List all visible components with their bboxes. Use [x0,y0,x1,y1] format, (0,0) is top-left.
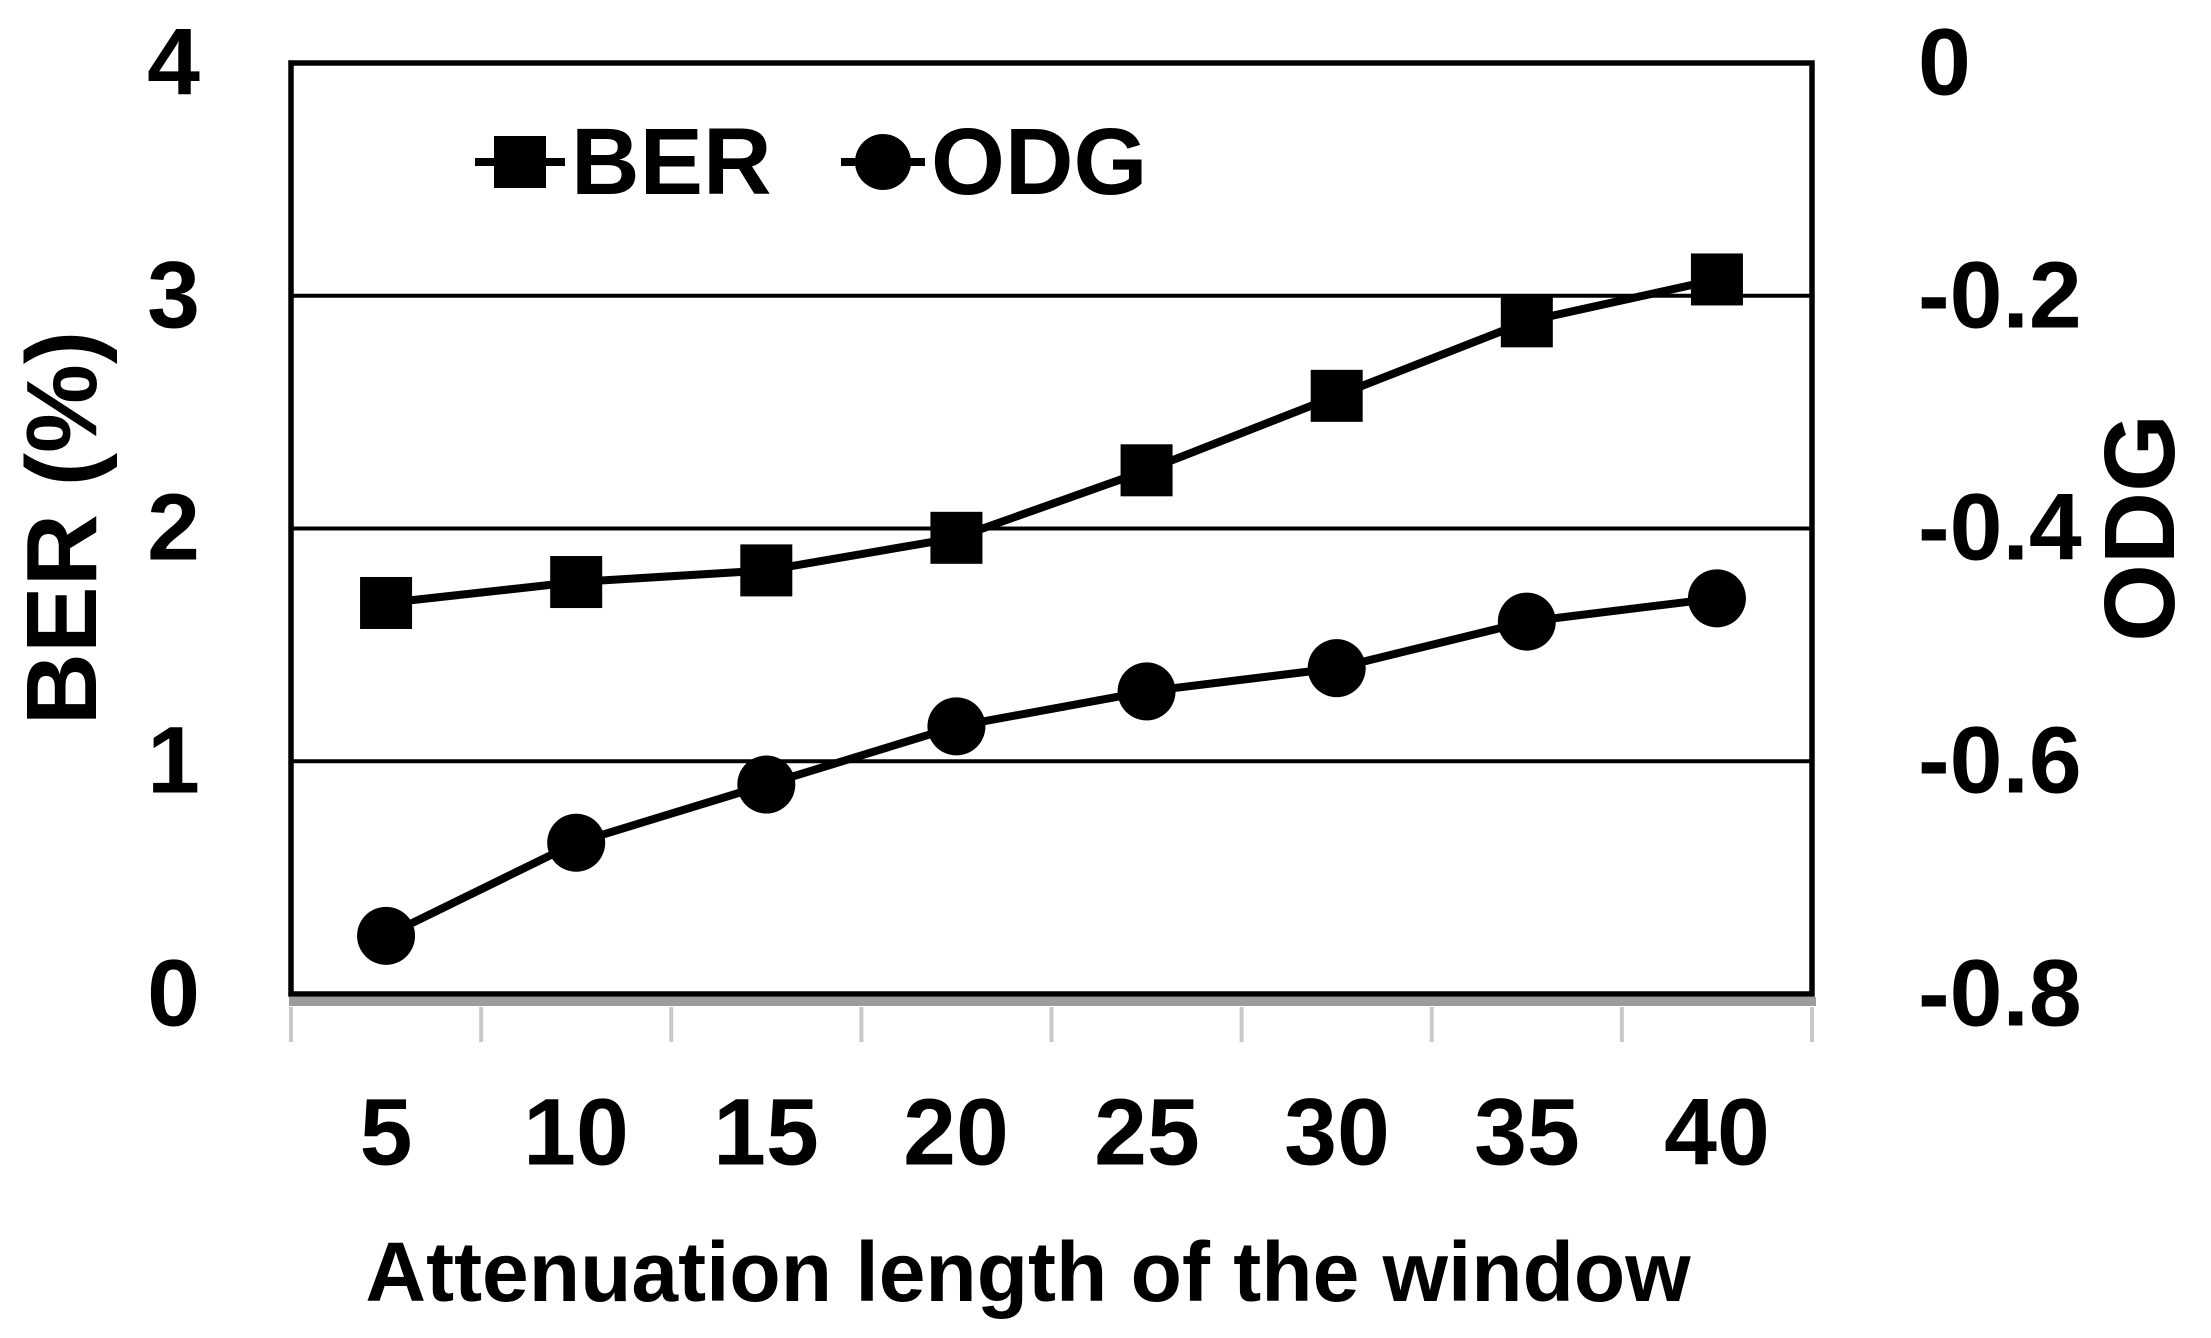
ber-marker-point [1310,369,1363,422]
x-tick-label: 25 [1094,1079,1200,1186]
y-left-axis-title: BER (%) [6,330,118,726]
x-tick-label: 30 [1284,1079,1390,1186]
ber-marker-point [1500,295,1553,348]
y-right-tick-label: -0.8 [1918,940,2082,1047]
ber-marker-point [1120,444,1173,497]
odg-marker-point [547,813,606,872]
x-tick-label: 15 [713,1079,819,1186]
ber-marker-point [930,511,983,564]
y-right-tick-label: -0.2 [1918,242,2082,349]
x-axis-title: Attenuation length of the window [365,1225,1691,1319]
x-tick-label: 5 [359,1079,413,1186]
odg-marker-point [1117,662,1176,721]
ber-legend-marker-icon [475,136,565,188]
legend-label-ber: BER [571,109,772,215]
odg-legend-marker-icon [841,134,925,190]
odg-marker-point [357,906,416,965]
y-left-tick-label: 0 [147,940,200,1047]
ber-line [385,275,1718,607]
ber-marker-point [740,544,793,597]
odg-marker-point [1687,569,1746,628]
y-left-tick-label: 1 [147,707,200,814]
x-axis-shadow [289,997,1816,1006]
odg-marker-point [1307,639,1366,698]
x-tick-label: 35 [1474,1079,1580,1186]
ber-marker-point [360,576,413,629]
y-right-tick-label: 0 [1918,9,1971,116]
y-left-tick-label: 2 [147,474,200,581]
legend-label-odg: ODG [931,109,1148,215]
legend-item-odg: ODG [841,109,1148,215]
ber-marker-point [550,556,603,609]
ber-marker-point [1690,253,1743,306]
y-right-tick-label: -0.4 [1918,474,2082,581]
odg-line [384,594,1718,940]
x-tick-label: 10 [523,1079,629,1186]
odg-marker-point [1497,592,1556,651]
y-right-tick-label: -0.6 [1918,707,2082,814]
odg-marker-point [927,697,986,756]
plot-border [288,60,1815,997]
x-tick-label: 20 [903,1079,1009,1186]
y-left-tick-label: 4 [147,9,200,116]
x-tick-label: 40 [1664,1079,1770,1186]
y-right-axis-title: ODG [2084,414,2196,642]
odg-marker-point [737,755,796,814]
y-left-tick-label: 3 [147,242,200,349]
legend-item-ber: BER [475,109,772,215]
